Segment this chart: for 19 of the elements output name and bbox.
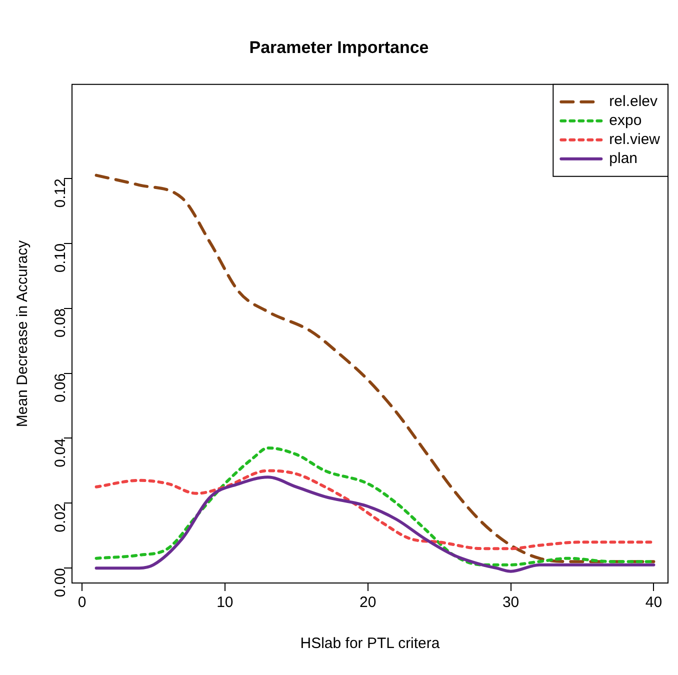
y-tick-label: 0.12 — [52, 178, 70, 208]
x-tick-label: 30 — [502, 594, 520, 612]
legend-label: rel.view — [609, 131, 660, 148]
y-tick-label: 0.00 — [52, 568, 70, 598]
y-tick-label: 0.04 — [52, 438, 70, 468]
x-tick-label: 40 — [645, 594, 662, 612]
y-tick-label: 0.06 — [52, 373, 70, 403]
chart-title: Parameter Importance — [249, 38, 429, 57]
y-axis-title: Mean Decrease in Accuracy — [14, 240, 32, 428]
y-tick-label: 0.02 — [52, 503, 70, 532]
legend-label: expo — [609, 112, 642, 130]
legend-label: plan — [609, 150, 638, 168]
y-tick-label: 0.08 — [52, 308, 70, 338]
x-tick-label: 0 — [78, 594, 86, 612]
x-tick-label: 20 — [360, 594, 376, 612]
x-tick-label: 10 — [216, 594, 234, 612]
x-axis-title: HSlab for PTL critera — [300, 635, 440, 652]
legend-label: rel.elev — [609, 93, 658, 110]
y-tick-label: 0.10 — [52, 243, 70, 273]
